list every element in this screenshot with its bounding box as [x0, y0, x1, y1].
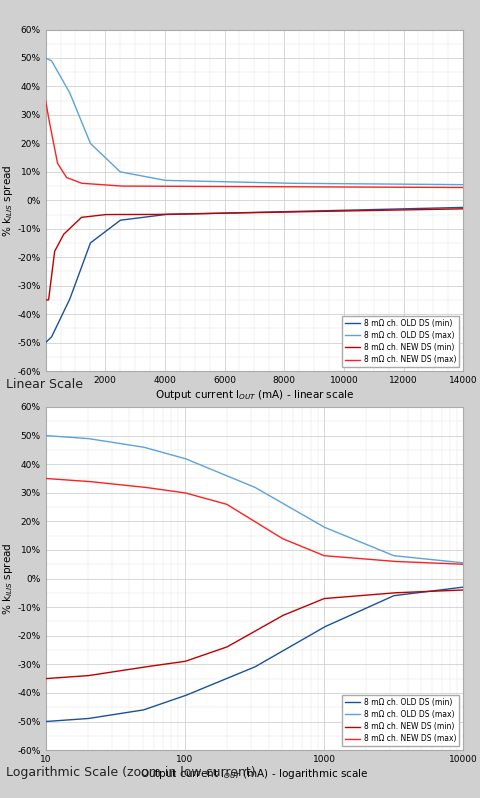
Y-axis label: % k$_{{ILIS}}$ spread: % k$_{{ILIS}}$ spread: [0, 543, 14, 614]
Y-axis label: % k$_{{ILIS}}$ spread: % k$_{{ILIS}}$ spread: [0, 164, 14, 236]
X-axis label: Output current I$_{OUT}$ (mA) - linear scale: Output current I$_{OUT}$ (mA) - linear s…: [155, 388, 354, 401]
Text: Logarithmic Scale (zoom in low current): Logarithmic Scale (zoom in low current): [6, 766, 255, 779]
Legend: 8 mΩ ch. OLD DS (min), 8 mΩ ch. OLD DS (max), 8 mΩ ch. NEW DS (min), 8 mΩ ch. NE: 8 mΩ ch. OLD DS (min), 8 mΩ ch. OLD DS (…: [342, 695, 459, 746]
Legend: 8 mΩ ch. OLD DS (min), 8 mΩ ch. OLD DS (max), 8 mΩ ch. NEW DS (min), 8 mΩ ch. NE: 8 mΩ ch. OLD DS (min), 8 mΩ ch. OLD DS (…: [342, 316, 459, 367]
Text: Linear Scale: Linear Scale: [6, 378, 83, 391]
X-axis label: Output current I$_{OUT}$ (mA) - logarithmic scale: Output current I$_{OUT}$ (mA) - logarith…: [140, 767, 369, 780]
